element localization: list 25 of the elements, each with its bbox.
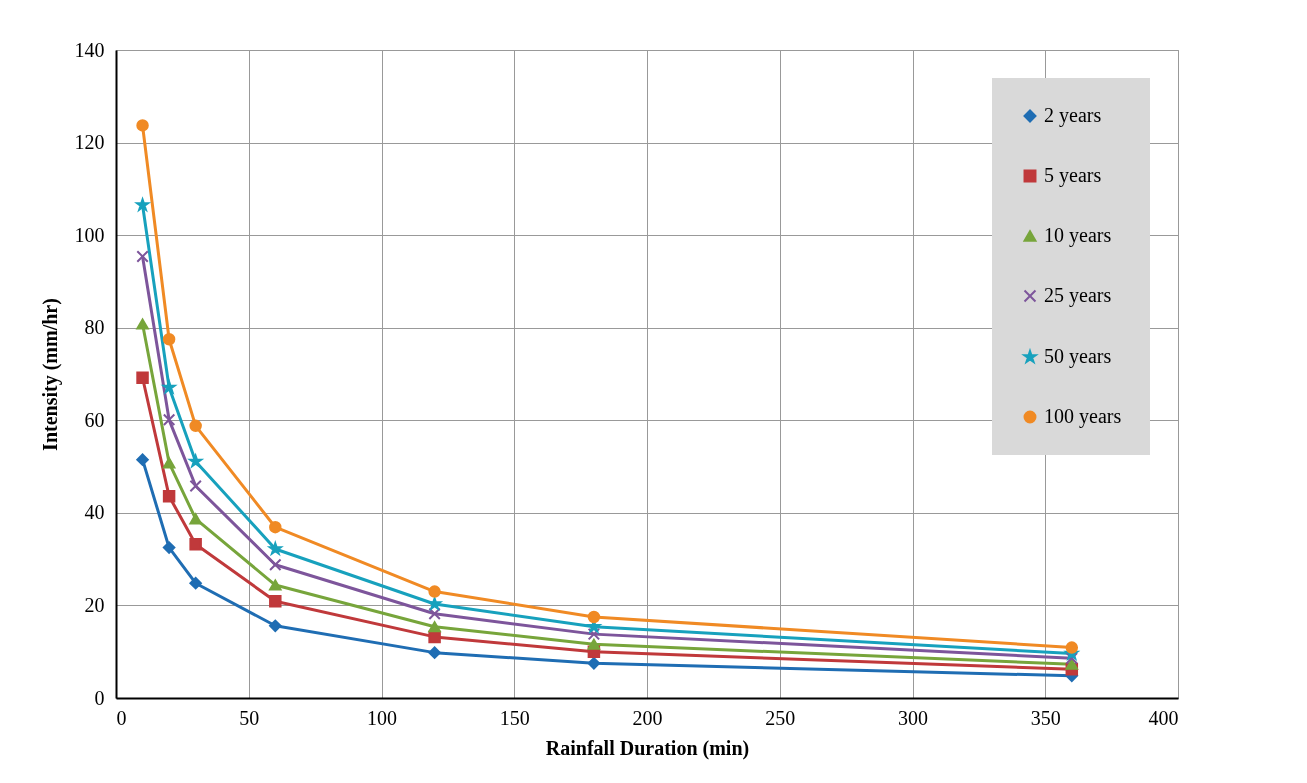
- y-axis-title: Intensity (mm/hr): [38, 298, 62, 451]
- legend-label: 50 years: [1044, 345, 1112, 368]
- x-tick-label: 50: [239, 706, 260, 729]
- y-tick-label: 80: [84, 316, 105, 339]
- legend-label: 100 years: [1044, 405, 1122, 428]
- x-tick-label: 100: [367, 706, 397, 729]
- y-tick-label: 60: [84, 408, 105, 431]
- y-tick-label: 0: [94, 686, 105, 709]
- x-tick-label: 250: [765, 706, 796, 729]
- legend-label: 10 years: [1044, 224, 1112, 247]
- x-tick-label: 200: [632, 706, 663, 729]
- x-tick-label: 0: [116, 706, 127, 729]
- legend-label: 25 years: [1044, 284, 1112, 307]
- x-tick-label: 150: [499, 706, 530, 729]
- y-tick-label: 140: [74, 38, 105, 61]
- y-tick-label: 120: [74, 131, 105, 154]
- legend-label: 5 years: [1044, 164, 1102, 187]
- y-tick-label: 40: [84, 501, 105, 524]
- legend-label: 2 years: [1044, 104, 1102, 127]
- x-tick-label: 350: [1030, 706, 1061, 729]
- y-tick-label: 100: [74, 223, 105, 246]
- x-axis-title: Rainfall Duration (min): [545, 736, 750, 760]
- x-tick-label: 300: [898, 706, 928, 729]
- x-tick-label: 400: [1148, 706, 1179, 729]
- y-tick-label: 20: [84, 593, 105, 616]
